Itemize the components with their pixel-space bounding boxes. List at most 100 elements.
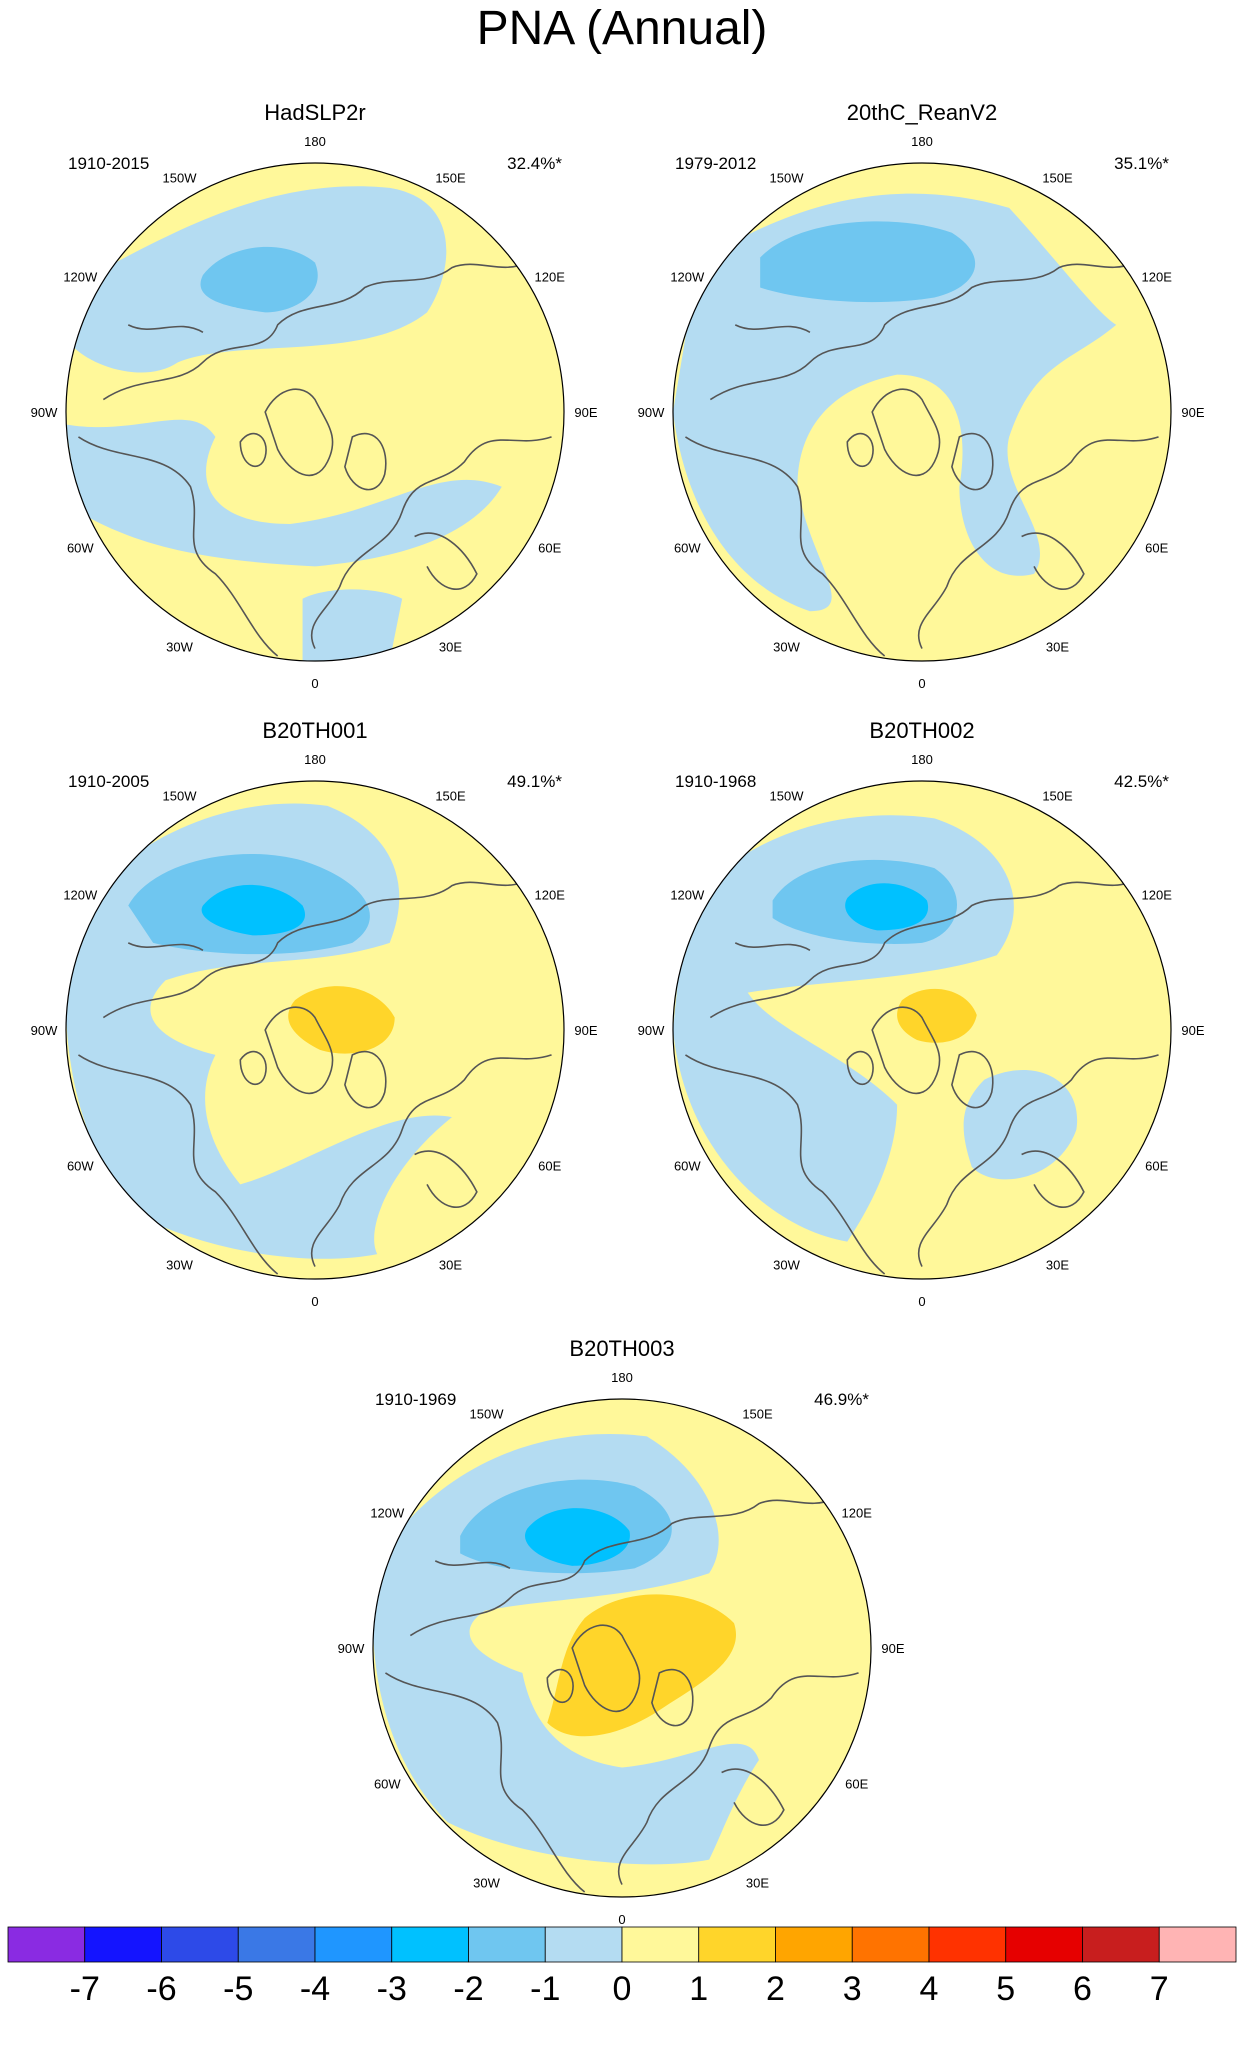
longitude-label: 30E (1046, 1258, 1069, 1273)
longitude-label: 120W (670, 888, 705, 903)
longitude-label: 0 (918, 1294, 925, 1309)
map-panel: B20TH002 1910-1968 42.5%* 180 150E 120E 90E 60E… (638, 718, 1205, 1309)
longitude-label: 150W (470, 1406, 505, 1421)
panel-period: 1910-1968 (675, 772, 756, 791)
colorbar-swatch (161, 1926, 239, 1963)
colorbar-label: 1 (689, 1970, 708, 2008)
figure-title: PNA (Annual) (477, 2, 768, 55)
longitude-label: 120E (535, 888, 566, 903)
longitude-label: 60E (538, 541, 561, 556)
longitude-label: 90W (638, 405, 665, 420)
panel-period: 1910-1969 (375, 1390, 456, 1409)
colorbar-label: -7 (70, 1970, 100, 2008)
longitude-label: 60W (67, 541, 94, 556)
longitude-label: 180 (911, 752, 933, 767)
longitude-label: 120E (1142, 270, 1173, 285)
longitude-label: 30W (773, 1258, 800, 1273)
longitude-label: 60E (538, 1159, 561, 1174)
panel-variance: 35.1%* (1114, 154, 1169, 173)
colorbar-label: -4 (300, 1970, 330, 2008)
longitude-label: 120E (842, 1506, 873, 1521)
colorbar-swatch (1158, 1926, 1237, 1963)
longitude-label: 60E (1145, 541, 1168, 556)
negative-anomaly-region (673, 815, 1078, 1242)
longitude-label: 60W (674, 541, 701, 556)
longitude-label: 150W (770, 170, 805, 185)
longitude-label: 0 (918, 676, 925, 691)
longitude-label: 180 (911, 134, 933, 149)
longitude-label: 120E (535, 270, 566, 285)
map-border (372, 1398, 872, 1898)
longitude-label: 120W (63, 270, 98, 285)
negative-anomaly-core (845, 883, 929, 931)
panel-variance: 32.4%* (507, 154, 562, 173)
colorbar-label: 6 (1073, 1970, 1092, 2008)
longitude-label: 30E (1046, 640, 1069, 655)
panel-period: 1910-2005 (68, 772, 149, 791)
negative-anomaly-region-strong (200, 246, 318, 313)
map-border (672, 780, 1172, 1280)
panel-title: B20TH001 (262, 718, 367, 743)
colorbar-label: -5 (223, 1970, 253, 2008)
longitude-label: 150E (742, 1406, 773, 1421)
longitude-label: 30W (473, 1876, 500, 1891)
longitude-label: 60W (374, 1777, 401, 1792)
longitude-label: 30W (166, 640, 193, 655)
map-panels: HadSLP2r 1910-2015 32.4%* 180 150E 120E 90E 60E… (31, 100, 1205, 1927)
colorbar-swatch (391, 1926, 469, 1963)
colorbar-swatch (621, 1926, 700, 1963)
longitude-label: 30E (439, 1258, 462, 1273)
coastlines (78, 261, 552, 657)
colorbar-label: -2 (453, 1970, 483, 2008)
longitude-label: 120W (63, 888, 98, 903)
colorbar-swatch (84, 1926, 162, 1963)
longitude-label: 30W (773, 640, 800, 655)
longitude-label: 60W (67, 1159, 94, 1174)
colorbar-label: 7 (1150, 1970, 1169, 2008)
colorbar-swatch (698, 1926, 776, 1963)
panel-variance: 46.9%* (814, 1390, 869, 1409)
longitude-label: 150E (1042, 788, 1073, 803)
panel-variance: 42.5%* (1114, 772, 1169, 791)
colorbar-swatch (928, 1926, 1007, 1963)
colorbar-swatch (544, 1926, 623, 1963)
colorbar-label: -3 (377, 1970, 407, 2008)
colorbar-label: 3 (843, 1970, 862, 2008)
colorbar-label: -6 (146, 1970, 176, 2008)
negative-anomaly-core (201, 884, 306, 936)
coastlines (685, 261, 1159, 657)
longitude-label: 90E (574, 1023, 597, 1038)
colorbar-swatch (468, 1926, 546, 1963)
longitude-label: 0 (618, 1912, 625, 1927)
panel-period: 1910-2015 (68, 154, 149, 173)
coastlines (685, 879, 1159, 1275)
longitude-label: 120W (670, 270, 705, 285)
colorbar-label: 5 (996, 1970, 1015, 2008)
longitude-label: 150W (163, 788, 198, 803)
negative-anomaly-region (66, 186, 502, 661)
longitude-label: 90E (1181, 405, 1204, 420)
colorbar-label: 2 (766, 1970, 785, 2008)
positive-anomaly-core (897, 988, 977, 1043)
colorbar-swatch (775, 1926, 853, 1963)
panel-title: B20TH003 (569, 1336, 674, 1361)
map-panel: 20thC_ReanV2 1979-2012 35.1%* 180 150E 120E 90… (638, 100, 1205, 691)
longitude-label: 90E (1181, 1023, 1204, 1038)
longitude-label: 150E (1042, 170, 1073, 185)
longitude-label: 90W (638, 1023, 665, 1038)
longitude-label: 180 (304, 752, 326, 767)
longitude-label: 120W (370, 1506, 405, 1521)
longitude-label: 90W (31, 1023, 58, 1038)
positive-anomaly-core (288, 986, 395, 1054)
longitude-label: 60E (1145, 1159, 1168, 1174)
map-border (672, 162, 1172, 662)
longitude-label: 90E (881, 1641, 904, 1656)
colorbar-swatch (7, 1926, 86, 1963)
map-border (65, 780, 565, 1280)
panel-variance: 49.1%* (507, 772, 562, 791)
longitude-label: 60W (674, 1159, 701, 1174)
longitude-label: 90E (574, 405, 597, 420)
coastlines (385, 1497, 859, 1893)
colorbar: -7 -6 -5 -4 -3 -2 -1 0 1 2 3 4 5 6 7 (7, 1926, 1237, 2008)
